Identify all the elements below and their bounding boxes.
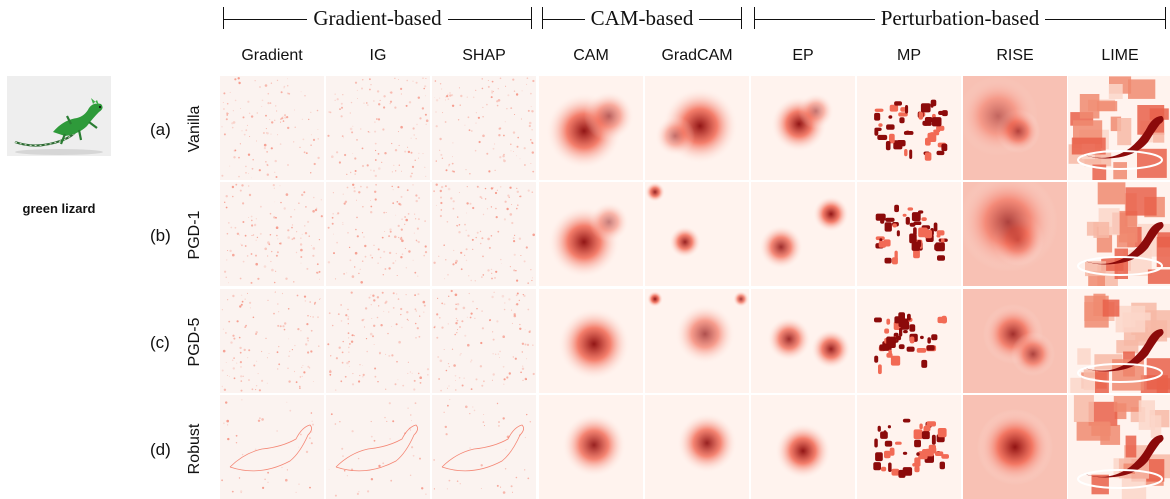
heatmap-tile bbox=[751, 182, 855, 286]
group-header-cam: CAM-based bbox=[542, 6, 742, 30]
method-header: GradCAM bbox=[645, 47, 749, 65]
heatmap-tile bbox=[645, 395, 749, 499]
method-header: SHAP bbox=[432, 47, 536, 65]
heatmap-tile bbox=[539, 76, 643, 180]
heatmap-tile bbox=[751, 76, 855, 180]
row-letter: (d) bbox=[150, 440, 171, 460]
heatmap-tile bbox=[963, 182, 1067, 286]
heatmap-tile bbox=[645, 76, 749, 180]
heatmap-tile bbox=[1068, 182, 1170, 286]
heatmap-tile bbox=[432, 395, 536, 499]
heatmap-tile bbox=[1068, 76, 1170, 180]
heatmap-tile bbox=[220, 76, 324, 180]
heatmap-tile bbox=[963, 395, 1067, 499]
method-header: RISE bbox=[963, 47, 1067, 65]
heatmap-tile bbox=[963, 289, 1067, 393]
heatmap-tile bbox=[539, 289, 643, 393]
heatmap-tile bbox=[645, 289, 749, 393]
heatmap-tile bbox=[751, 289, 855, 393]
heatmap-tile bbox=[857, 289, 961, 393]
row-letter: (b) bbox=[150, 226, 171, 246]
heatmap-tile bbox=[220, 289, 324, 393]
heatmap-tile bbox=[326, 395, 430, 499]
group-label: Perturbation-based bbox=[875, 6, 1046, 31]
heatmap-tile bbox=[432, 182, 536, 286]
heatmap-tile bbox=[645, 182, 749, 286]
method-header: EP bbox=[751, 47, 855, 65]
heatmap-tile bbox=[1068, 289, 1170, 393]
group-label: Gradient-based bbox=[307, 6, 447, 31]
heatmap-tile bbox=[857, 395, 961, 499]
row-letter: (c) bbox=[150, 333, 170, 353]
method-header: IG bbox=[326, 47, 430, 65]
heatmap-tile bbox=[963, 76, 1067, 180]
row-name: Vanilla bbox=[186, 79, 204, 179]
heatmap-tile bbox=[220, 182, 324, 286]
heatmap-tile bbox=[751, 395, 855, 499]
heatmap-tile bbox=[857, 76, 961, 180]
row-name: PGD-5 bbox=[186, 292, 204, 392]
heatmap-tile bbox=[1068, 395, 1170, 499]
method-header: CAM bbox=[539, 47, 643, 65]
input-image bbox=[7, 76, 111, 156]
heatmap-tile bbox=[539, 182, 643, 286]
row-name: Robust bbox=[186, 399, 204, 499]
heatmap-tile bbox=[432, 289, 536, 393]
row-name: PGD-1 bbox=[186, 185, 204, 285]
group-label: CAM-based bbox=[585, 6, 700, 31]
heatmap-tile bbox=[326, 76, 430, 180]
method-header: MP bbox=[857, 47, 961, 65]
heatmap-tile bbox=[857, 182, 961, 286]
row-letter: (a) bbox=[150, 120, 171, 140]
group-header-gradient: Gradient-based bbox=[223, 6, 532, 30]
method-header: LIME bbox=[1068, 47, 1170, 65]
heatmap-tile bbox=[539, 395, 643, 499]
input-class-label: green lizard bbox=[0, 201, 118, 216]
heatmap-tile bbox=[432, 76, 536, 180]
heatmap-tile bbox=[326, 182, 430, 286]
method-header: Gradient bbox=[220, 47, 324, 65]
group-header-perturbation: Perturbation-based bbox=[754, 6, 1166, 30]
heatmap-tile bbox=[326, 289, 430, 393]
heatmap-tile bbox=[220, 395, 324, 499]
